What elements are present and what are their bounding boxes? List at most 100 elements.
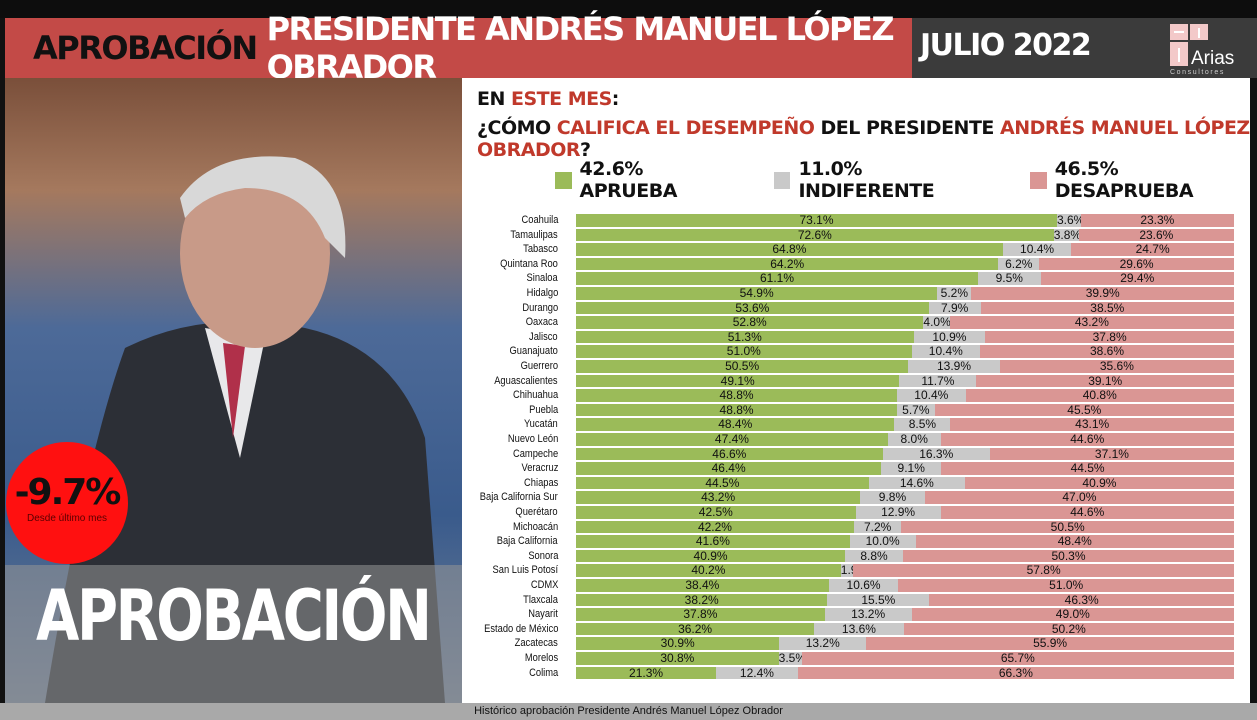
category-label: Baja California [497, 535, 558, 548]
bar-aprueba: 38.2% [576, 593, 828, 607]
bar-aprueba: 48.4% [576, 418, 895, 431]
bar-aprueba: 38.4% [576, 579, 829, 592]
bar-aprueba: 51.3% [576, 331, 914, 344]
chart-row: Guerrero 50.5% 13.9% 35.6% [462, 359, 1250, 374]
bar-indiferente: 10.6% [828, 579, 899, 592]
bar-desaprueba: 39.9% [971, 287, 1234, 300]
bar-desaprueba: 29.4% [1040, 272, 1234, 285]
legend-swatch [773, 171, 791, 189]
bar-indiferente: 12.4% [716, 666, 798, 680]
bar-aprueba: 72.6% [576, 228, 1054, 242]
category-label: Sinaloa [526, 272, 558, 285]
bar-desaprueba: 48.4% [915, 535, 1234, 548]
chart-row: San Luis Potosí 40.2%1.9%57.8% [462, 563, 1250, 578]
bar-indiferente: 13.6% [814, 623, 904, 636]
chart-row: Sonora 40.9% 8.8% 50.3% [462, 549, 1250, 564]
question-line1: EN ESTE MES: [477, 88, 619, 110]
chart-row: Hidalgo 54.9% 5.2% 39.9% [462, 286, 1250, 301]
bar-indiferente: 3.8% [1053, 227, 1082, 242]
chart-row: Colima 21.3% 12.4% 66.3% [462, 666, 1250, 681]
chart-row: Campeche 46.6% 16.3% 37.1% [462, 447, 1250, 462]
bar-aprueba: 21.3% [576, 666, 717, 680]
chart-legend: 42.6% APRUEBA 11.0% INDIFERENTE 46.5% DE… [555, 158, 1257, 202]
bar-desaprueba: 50.2% [903, 623, 1234, 636]
bar-indiferente: 3.5% [778, 651, 807, 665]
legend-swatch [1030, 171, 1047, 189]
bar-indiferente: 1.9% [840, 564, 868, 577]
legend-indiferente: 11.0% INDIFERENTE [773, 158, 998, 202]
bar-aprueba: 64.2% [576, 258, 999, 271]
bar-aprueba: 53.6% [576, 301, 929, 315]
bar-aprueba: 48.8% [576, 404, 898, 417]
top-band [0, 0, 1257, 18]
bar-indiferente: 10.4% [897, 389, 966, 402]
bar-indiferente: 9.1% [881, 462, 942, 475]
category-label: Tamaulipas [510, 228, 558, 241]
bar-desaprueba: 38.5% [980, 301, 1234, 315]
photo-banner-band [5, 565, 462, 703]
bar-aprueba: 40.2% [576, 564, 841, 577]
category-label: Sonora [527, 549, 558, 562]
category-label: Estado de México [483, 622, 558, 635]
arias-logo: Arias Consultores [1170, 24, 1234, 76]
bar-indiferente: 11.7% [899, 374, 977, 388]
chart-row: Aguascalientes 49.1% 11.7% 39.1% [462, 374, 1250, 389]
bar-desaprueba: 47.0% [924, 491, 1234, 504]
category-label: Colima [528, 666, 558, 679]
bar-indiferente: 3.6% [1056, 213, 1085, 227]
bar-desaprueba: 35.6% [999, 360, 1234, 373]
bar-desaprueba: 51.0% [898, 579, 1234, 592]
bar-desaprueba: 49.0% [911, 608, 1234, 621]
bar-desaprueba: 39.1% [976, 374, 1234, 388]
bar-desaprueba: 23.6% [1078, 228, 1234, 242]
bar-indiferente: 4.0% [923, 315, 951, 330]
category-label: Tabasco [523, 243, 558, 256]
bar-indiferente: 10.9% [913, 331, 986, 344]
bar-aprueba: 64.8% [576, 243, 1003, 256]
bar-desaprueba: 50.5% [901, 520, 1234, 534]
bar-aprueba: 49.1% [576, 374, 900, 388]
chart-row: Jalisco 51.3% 10.9% 37.8% [462, 330, 1250, 345]
chart-row: Michoacán 42.2% 7.2% 50.5% [462, 520, 1250, 535]
category-label: Querétaro [515, 506, 558, 518]
bar-indiferente: 7.9% [928, 301, 981, 315]
bar-aprueba: 47.4% [576, 433, 888, 446]
bar-desaprueba: 65.7% [801, 652, 1234, 665]
bar-aprueba: 46.6% [576, 447, 883, 461]
badge-caption: Desde último mes [26, 513, 108, 524]
bar-indiferente: 10.4% [911, 345, 980, 358]
footer-caption: Histórico aprobación Presidente Andrés M… [0, 703, 1257, 720]
bar-indiferente: 9.8% [860, 491, 925, 504]
legend-swatch [555, 171, 572, 189]
badge-value: -9.7% [14, 472, 122, 513]
bar-desaprueba: 43.1% [950, 418, 1234, 431]
chart-row: Quintana Roo 64.2% 6.2% 29.6% [462, 257, 1250, 272]
category-label: Tlaxcala [523, 593, 558, 606]
bar-aprueba: 37.8% [576, 608, 825, 621]
bar-indiferente: 14.6% [868, 477, 965, 490]
chart-row: Tlaxcala 38.2% 15.5% 46.3% [462, 593, 1250, 608]
bar-aprueba: 48.8% [576, 389, 898, 402]
bar-aprueba: 46.4% [576, 462, 882, 475]
bar-indiferente: 10.4% [1002, 243, 1072, 256]
bar-desaprueba: 46.3% [929, 593, 1234, 607]
chart-row: Zacatecas 30.9% 13.2% 55.9% [462, 636, 1250, 651]
bar-desaprueba: 66.3% [797, 666, 1234, 680]
question-line2: ¿CÓMO CALIFICA EL DESEMPEÑO DEL PRESIDEN… [477, 117, 1250, 161]
svg-text:Arias: Arias [1191, 48, 1234, 69]
legend-desaprueba: 46.5% DESAPRUEBA [1030, 158, 1257, 202]
bar-aprueba: 42.5% [576, 506, 856, 519]
category-label: Durango [522, 301, 558, 314]
chart-row: Veracruz 46.4% 9.1% 44.5% [462, 461, 1250, 476]
chart-row: Sinaloa 61.1% 9.5% 29.4% [462, 271, 1250, 286]
category-label: Yucatán [524, 418, 558, 431]
chart-row: Puebla 48.8% 5.7% 45.5% [462, 403, 1250, 418]
bar-indiferente: 6.2% [998, 258, 1040, 271]
category-label: Veracruz [521, 462, 558, 475]
bar-desaprueba: 44.6% [940, 506, 1234, 519]
bar-aprueba: 41.6% [576, 535, 850, 548]
bar-desaprueba: 50.3% [903, 550, 1234, 563]
legend-aprueba: 42.6% APRUEBA [555, 158, 742, 202]
category-label: Coahuila [521, 214, 558, 226]
category-label: Zacatecas [514, 637, 558, 650]
